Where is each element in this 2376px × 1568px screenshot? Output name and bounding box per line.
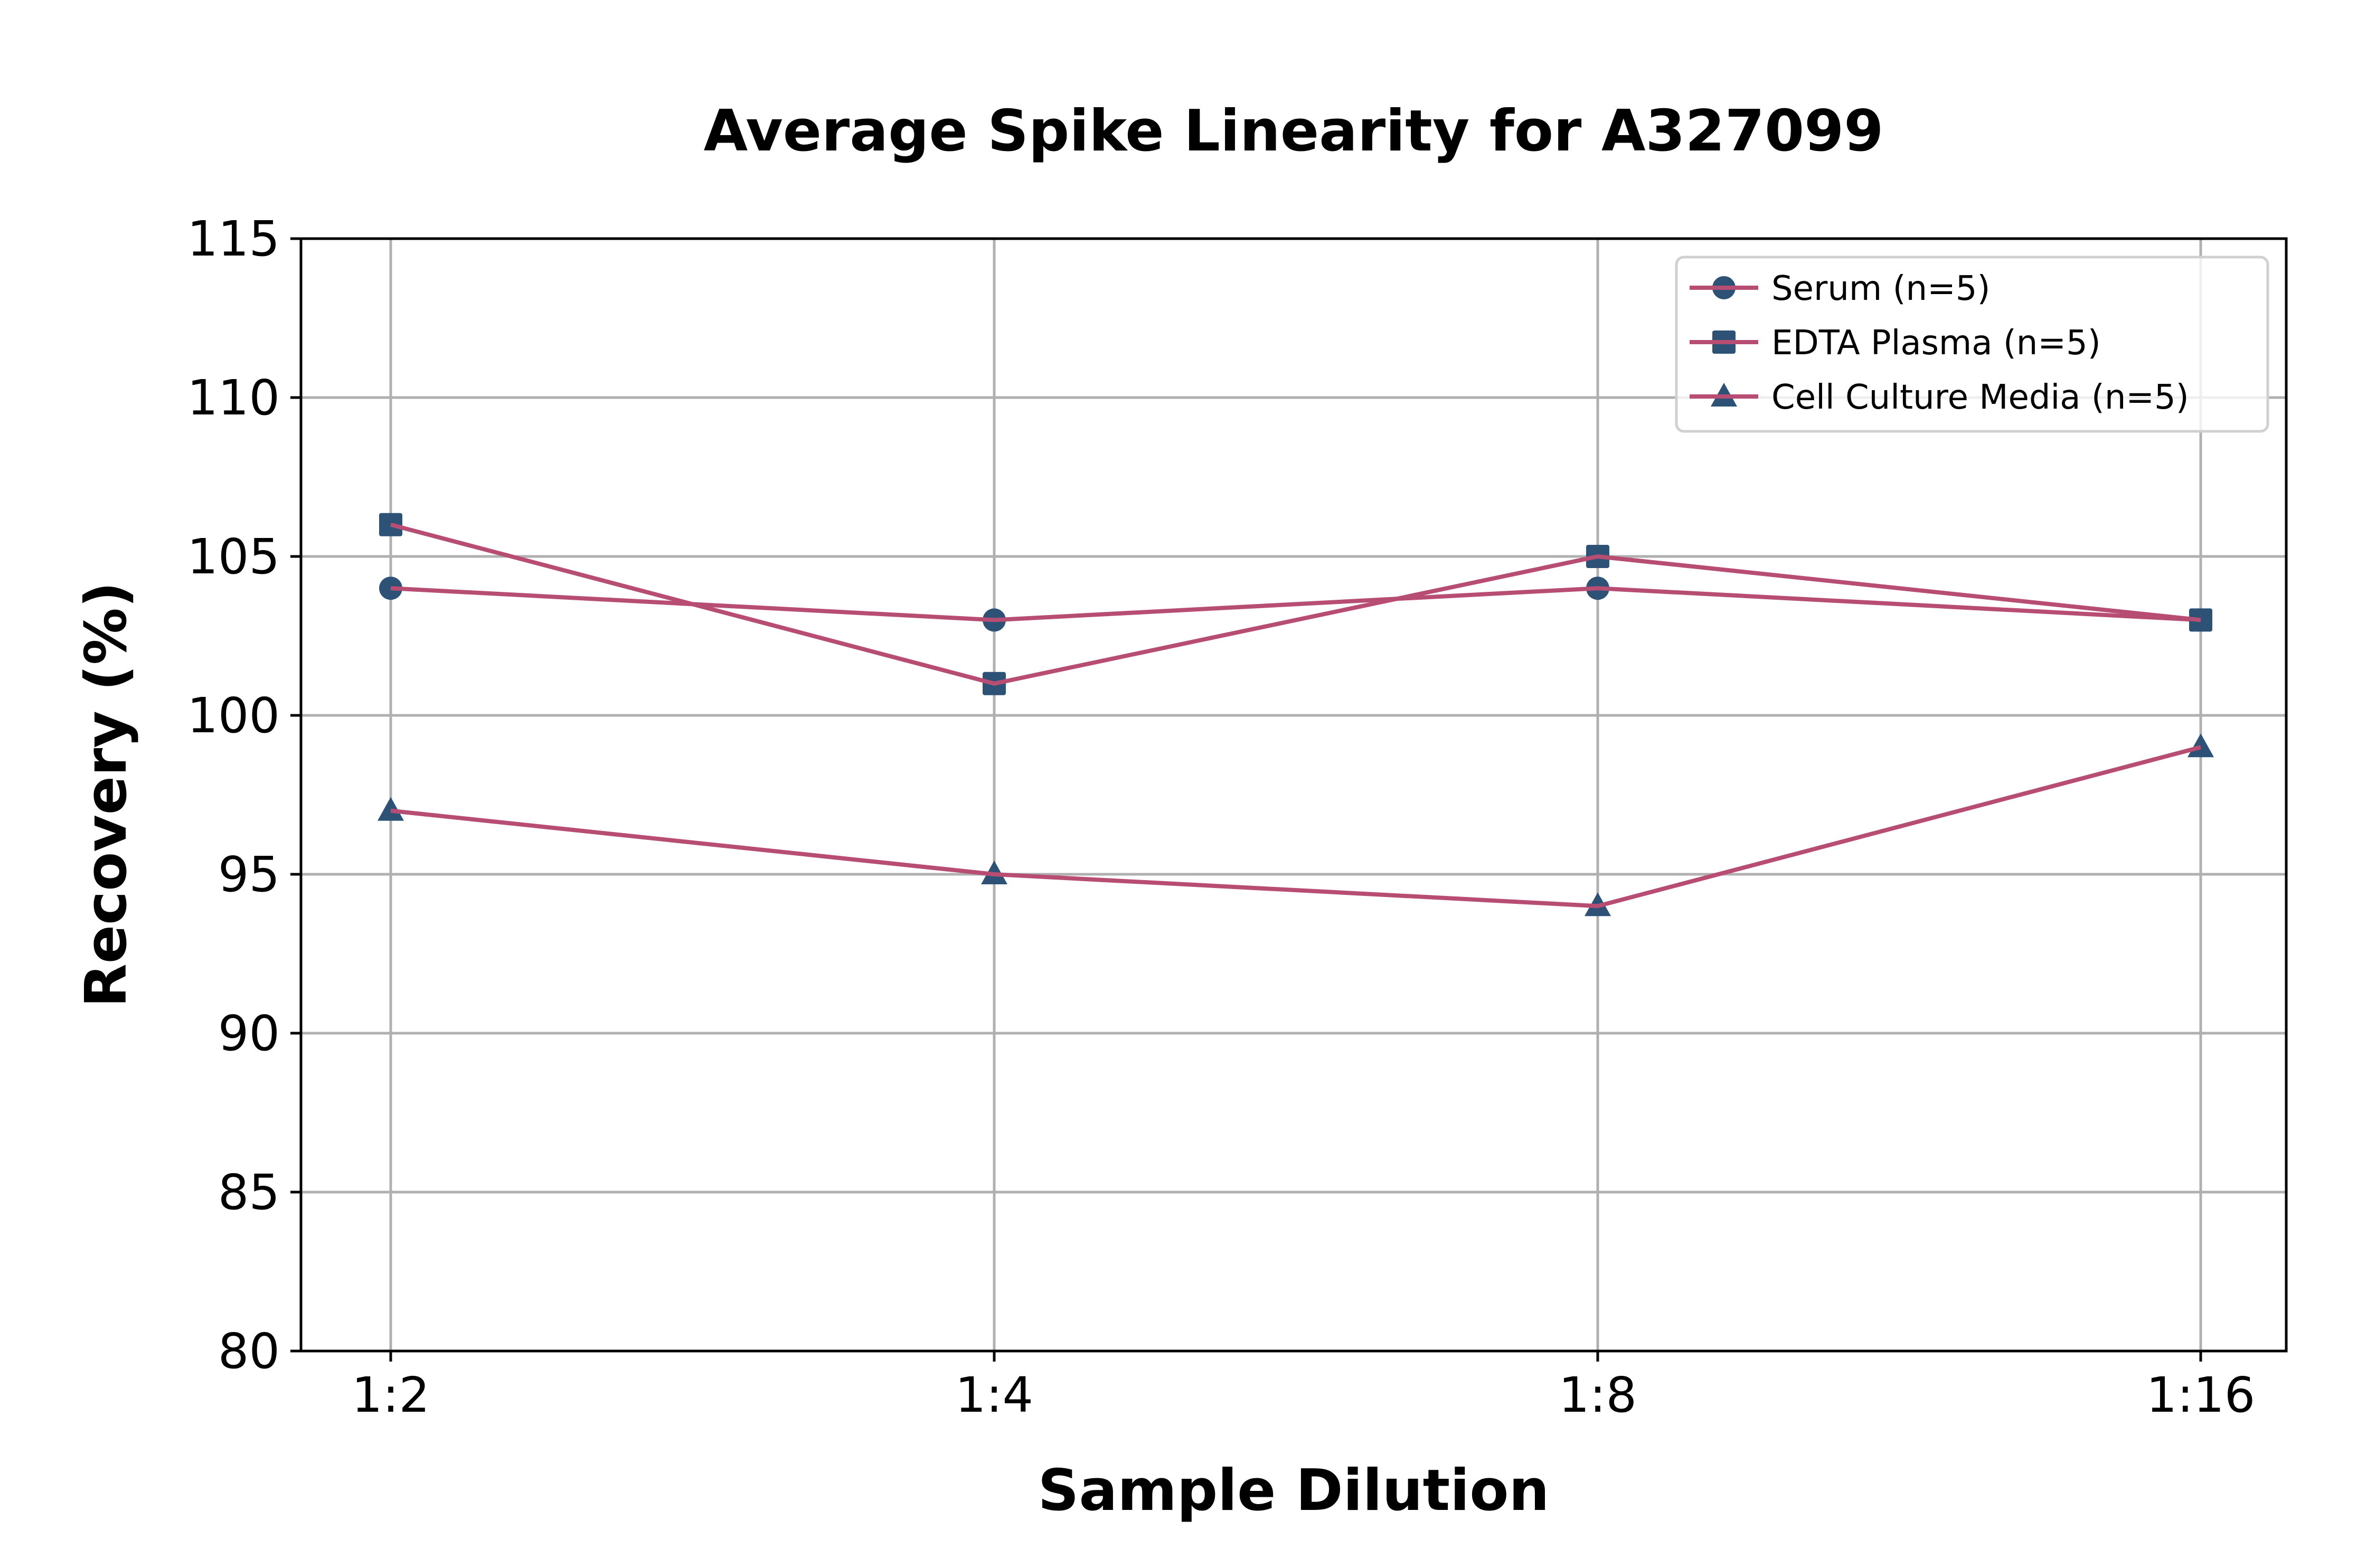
x-tick-label: 1:2 xyxy=(352,1367,430,1423)
legend-label: Serum (n=5) xyxy=(1771,269,1990,308)
x-axis-label: Sample Dilution xyxy=(1038,1458,1550,1524)
x-axis-ticks: 1:2 1:4 1:8 1:16 xyxy=(352,1351,2255,1423)
data-point-triangle xyxy=(378,797,404,821)
legend-label: Cell Culture Media (n=5) xyxy=(1771,378,2189,417)
y-axis-label: Recovery (%) xyxy=(73,582,139,1007)
y-tick-label: 115 xyxy=(187,211,280,267)
series-line xyxy=(390,522,2201,686)
y-tick-label: 95 xyxy=(218,846,280,903)
legend-item: Cell Culture Media (n=5) xyxy=(1690,378,2189,417)
x-tick-label: 1:8 xyxy=(1559,1367,1637,1423)
series-line xyxy=(390,745,2202,909)
series-square xyxy=(379,513,2212,695)
legend-box xyxy=(1675,256,2269,433)
y-axis-ticks: 80 85 90 95 100 105 110 115 xyxy=(187,211,301,1380)
y-tick-label: 85 xyxy=(218,1164,280,1221)
y-tick-label: 105 xyxy=(187,528,280,585)
legend-item: Serum (n=5) xyxy=(1690,269,1990,308)
legend: Serum (n=5) EDTA Plasma (n=5) Cell Culture… xyxy=(1675,256,2269,433)
x-tick-label: 1:4 xyxy=(955,1367,1033,1423)
y-tick-label: 100 xyxy=(187,687,280,744)
legend-label: EDTA Plasma (n=5) xyxy=(1771,324,2101,363)
series-circle xyxy=(379,577,2212,632)
y-tick-label: 80 xyxy=(218,1323,280,1380)
series-layer xyxy=(378,513,2214,917)
y-tick-label: 90 xyxy=(218,1005,280,1062)
legend-item: EDTA Plasma (n=5) xyxy=(1690,324,2101,363)
chart-title: Average Spike Linearity for A327099 xyxy=(704,98,1884,164)
data-point-triangle xyxy=(2188,733,2214,758)
plot-frame xyxy=(299,237,2288,1353)
y-tick-label: 110 xyxy=(187,370,280,426)
series-triangle xyxy=(378,733,2214,917)
x-tick-label: 1:16 xyxy=(2146,1367,2256,1423)
